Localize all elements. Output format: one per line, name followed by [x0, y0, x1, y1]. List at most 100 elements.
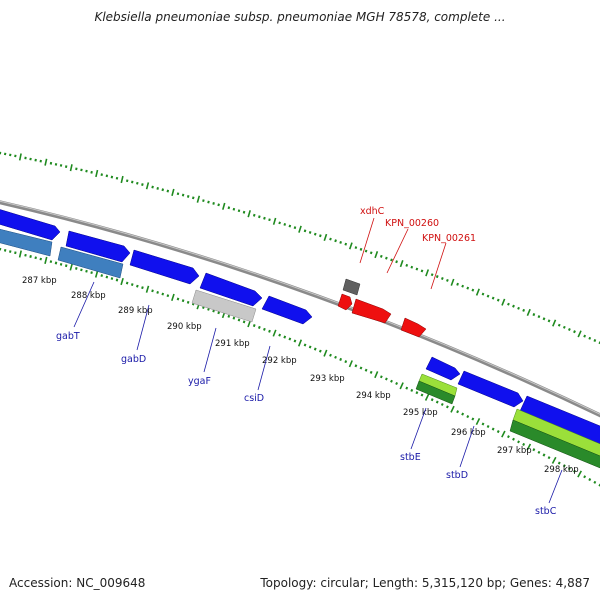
- gene-feature[interactable]: [457, 370, 524, 408]
- tick-mark: [252, 213, 256, 217]
- tick-mark: [202, 199, 205, 203]
- tick-mark: [268, 218, 271, 222]
- tick-mark: [486, 294, 490, 298]
- tick-mark: [176, 297, 180, 301]
- tick-mark: [90, 271, 93, 275]
- tick-mark: [283, 223, 287, 226]
- gene-label-KPN_00261[interactable]: KPN_00261: [422, 233, 476, 244]
- tick-mark: [161, 188, 165, 192]
- tick-mark: [374, 371, 379, 379]
- gene-feature[interactable]: [191, 289, 257, 323]
- tick-mark: [186, 300, 190, 304]
- gene-feature[interactable]: [261, 295, 313, 325]
- tick-mark: [288, 224, 292, 228]
- tick-mark: [308, 231, 312, 234]
- gene-feature[interactable]: [57, 246, 124, 279]
- tick-mark: [130, 283, 134, 286]
- tick-mark: [562, 464, 566, 468]
- gene-feature[interactable]: [337, 293, 353, 311]
- tick-mark: [298, 225, 302, 233]
- tick-mark: [44, 256, 48, 264]
- tick-mark: [186, 195, 190, 198]
- tick-mark: [283, 335, 287, 339]
- tick-mark: [364, 368, 368, 372]
- tick-mark: [85, 169, 88, 173]
- tick-mark: [75, 167, 78, 171]
- gene-label-KPN_00260[interactable]: KPN_00260: [385, 218, 439, 229]
- tick-mark: [237, 318, 241, 322]
- tick-mark: [242, 210, 246, 214]
- gene-feature[interactable]: [512, 408, 600, 458]
- tick-mark: [461, 412, 465, 416]
- tick-mark: [334, 355, 337, 359]
- tick-mark: [293, 339, 297, 343]
- gene-feature[interactable]: [351, 298, 392, 324]
- gene-label-ygaF[interactable]: ygaF: [188, 376, 211, 387]
- tick-mark: [562, 325, 566, 329]
- tick-mark: [85, 269, 88, 273]
- gene-label-stbE[interactable]: stbE: [400, 452, 421, 463]
- tick-mark: [222, 202, 226, 210]
- tick-mark: [440, 402, 444, 406]
- tick-mark: [161, 292, 165, 296]
- reverse-strand-genes: [0, 228, 600, 470]
- gene-label-stbD[interactable]: stbD: [446, 470, 468, 481]
- tick-mark: [44, 158, 48, 166]
- tick-mark: [39, 159, 42, 163]
- tick-mark: [212, 309, 215, 313]
- tick-mark: [435, 275, 439, 279]
- tick-mark: [308, 345, 312, 349]
- kbp-label: 293 kbp: [310, 374, 345, 384]
- gene-feature[interactable]: [425, 356, 461, 381]
- tick-mark: [14, 251, 17, 255]
- tick-mark: [374, 251, 379, 259]
- tick-mark: [237, 209, 241, 213]
- gene-label-csiD[interactable]: csiD: [244, 393, 264, 404]
- tick-mark: [303, 229, 307, 233]
- tick-mark: [318, 349, 322, 353]
- gene-feature[interactable]: [199, 272, 263, 307]
- tick-mark: [405, 263, 409, 267]
- gene-feature[interactable]: [0, 208, 61, 241]
- gene-feature[interactable]: [415, 380, 456, 405]
- tick-mark: [232, 207, 236, 211]
- tick-mark: [34, 158, 37, 162]
- tick-mark: [105, 275, 109, 279]
- tick-mark: [64, 264, 68, 268]
- gene-feature[interactable]: [0, 228, 53, 257]
- tick-mark: [583, 475, 587, 479]
- tick-mark: [415, 391, 419, 395]
- tick-mark: [141, 286, 144, 290]
- gene-feature[interactable]: [129, 249, 200, 285]
- tick-mark: [49, 260, 53, 264]
- tick-mark: [94, 270, 99, 278]
- gene-feature[interactable]: [509, 419, 600, 470]
- tick-mark: [232, 316, 236, 320]
- tick-mark: [145, 285, 150, 293]
- tick-mark: [24, 253, 27, 257]
- tick-mark: [334, 239, 337, 243]
- tick-mark: [359, 247, 363, 251]
- tick-mark: [339, 357, 343, 361]
- gene-label-xdhC[interactable]: xdhC: [360, 206, 385, 217]
- tick-mark: [395, 381, 399, 386]
- tick-mark: [166, 294, 170, 298]
- gene-feature[interactable]: [519, 395, 600, 446]
- tick-mark: [471, 288, 475, 292]
- gene-feature[interactable]: [65, 230, 131, 263]
- gene-feature[interactable]: [342, 278, 361, 296]
- gene-label-stbC[interactable]: stbC: [535, 506, 557, 517]
- tick-mark: [399, 260, 404, 268]
- gene-label-gabD[interactable]: gabD: [121, 354, 146, 365]
- tick-mark: [34, 256, 37, 260]
- tick-mark: [90, 170, 93, 174]
- tick-mark: [573, 330, 576, 334]
- gene-feature[interactable]: [400, 317, 427, 338]
- tick-mark: [348, 360, 353, 368]
- tick-mark: [526, 308, 531, 317]
- gene-label-gabT[interactable]: gabT: [56, 331, 80, 342]
- kbp-label: 287 kbp: [22, 276, 57, 286]
- kbp-label: 296 kbp: [451, 428, 486, 438]
- tick-mark: [486, 424, 490, 429]
